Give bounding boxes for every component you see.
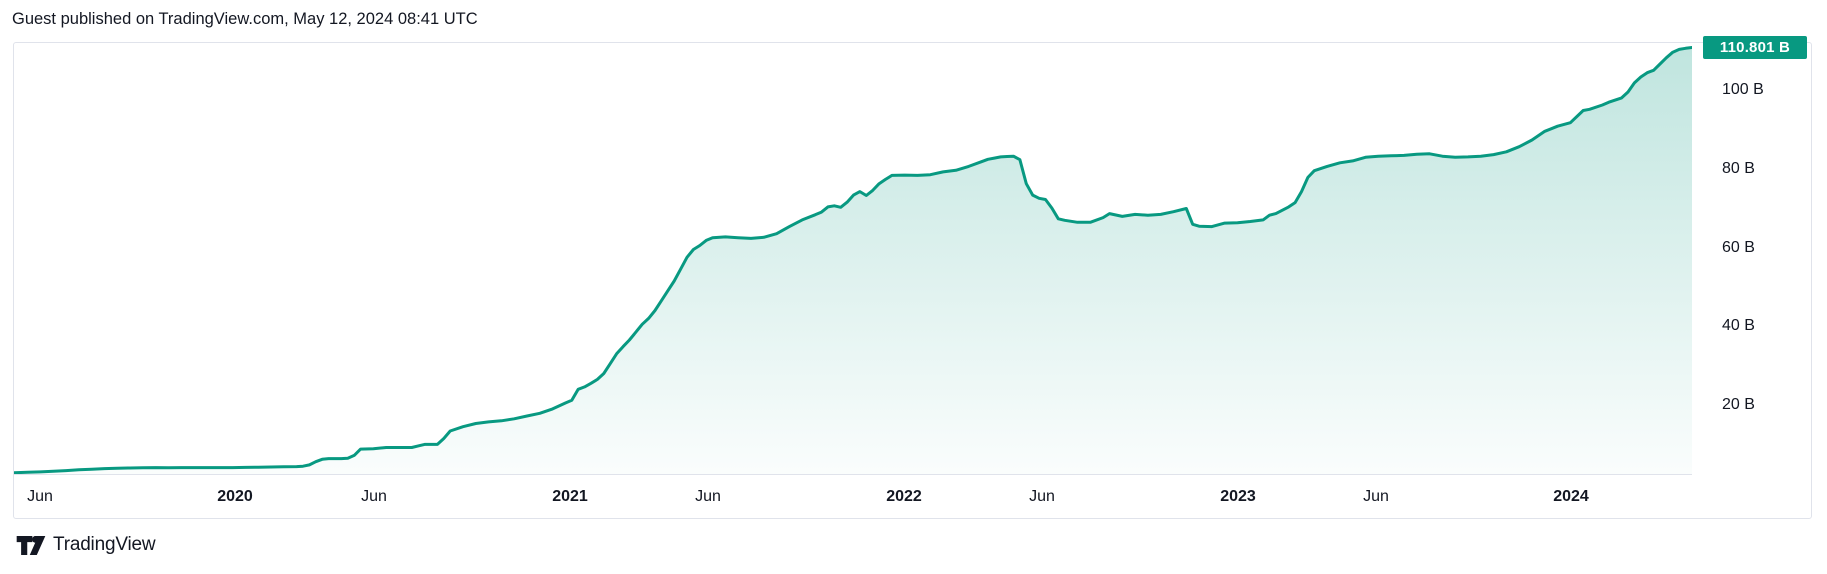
x-axis-tick-jun: Jun bbox=[361, 488, 387, 505]
last-value-badge: 110.801 B bbox=[1703, 36, 1807, 59]
x-axis-tick-jun: Jun bbox=[695, 488, 721, 505]
x-axis-tick-2020: 2020 bbox=[217, 488, 253, 505]
area-chart[interactable] bbox=[14, 43, 1692, 474]
x-axis-tick-2023: 2023 bbox=[1220, 488, 1256, 505]
x-axis-tick-jun: Jun bbox=[1363, 488, 1389, 505]
y-axis-tick-100b: 100 B bbox=[1722, 81, 1764, 98]
x-axis-tick-jun: Jun bbox=[1029, 488, 1055, 505]
area-fill bbox=[14, 47, 1692, 474]
x-axis-tick-2024: 2024 bbox=[1553, 488, 1589, 505]
price-line bbox=[14, 46, 1692, 474]
y-axis-tick-80b: 80 B bbox=[1722, 160, 1755, 177]
tradingview-brand-text[interactable]: TradingView bbox=[53, 534, 156, 555]
y-axis-tick-20b: 20 B bbox=[1722, 396, 1755, 413]
x-axis-tick-2021: 2021 bbox=[552, 488, 588, 505]
y-axis-tick-60b: 60 B bbox=[1722, 239, 1755, 256]
time-axis-separator bbox=[14, 474, 1692, 475]
y-axis-tick-40b: 40 B bbox=[1722, 317, 1755, 334]
publish-attribution-title: Guest published on TradingView.com, May … bbox=[12, 10, 478, 28]
chart-card: Jun 2020 Jun 2021 Jun 2022 Jun 2023 Jun 2024 20 B… bbox=[13, 36, 1812, 519]
x-axis-tick-jun: Jun bbox=[27, 488, 53, 505]
x-axis-tick-2022: 2022 bbox=[886, 488, 922, 505]
footer: TradingView bbox=[16, 534, 156, 556]
tradingview-logo-icon[interactable] bbox=[16, 535, 46, 556]
